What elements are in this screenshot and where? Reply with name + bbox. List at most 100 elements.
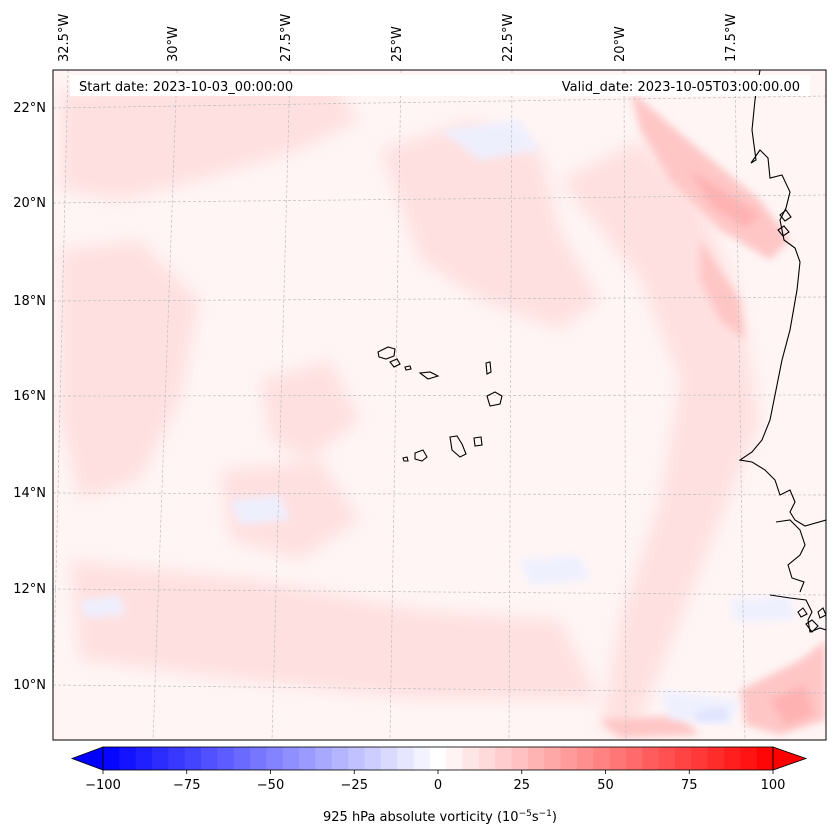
- colorbar-cell: [609, 747, 627, 770]
- cape-verde-sao-nicolau: [418, 371, 440, 380]
- colorbar-cell: [642, 747, 660, 770]
- start-date-label: Start date: 2023-10-03_00:00:00: [79, 80, 293, 95]
- parallel-line: [53, 296, 826, 302]
- colorbar-cell: [707, 747, 725, 770]
- lat-label: 10°N: [13, 678, 46, 693]
- valid-date-label: Valid_date: 2023-10-05T03:00:00.00: [562, 80, 800, 95]
- cape-verde-fogo: [414, 449, 428, 462]
- colorbar-cell: [691, 747, 709, 770]
- colorbar-cells: [70, 746, 808, 771]
- colorbar-cell: [397, 747, 415, 770]
- colorbar-cell: [527, 747, 545, 770]
- colorbar-cell: [299, 747, 317, 770]
- colorbar-cell: [217, 747, 235, 770]
- meridian-line: [271, 70, 291, 740]
- cape-verde-sal: [485, 361, 492, 375]
- colorbar-cell: [413, 747, 431, 770]
- lat-label: 16°N: [13, 389, 46, 404]
- lon-label: 32.5°W: [57, 14, 72, 62]
- coastline: [377, 70, 826, 633]
- colorbar-cell: [723, 747, 741, 770]
- cape-verde-santa-luzia: [404, 365, 412, 371]
- colorbar-cell: [315, 747, 333, 770]
- lat-label: 22°N: [13, 101, 46, 116]
- colorbar-cell: [560, 747, 578, 770]
- colorbar-cell: [462, 747, 480, 770]
- meridian-line: [389, 70, 402, 740]
- lat-label: 18°N: [13, 294, 46, 309]
- colorbar-tick-label: 25: [513, 778, 530, 793]
- colorbar: −100 −75 −50 −25 0 25 50 75 100 925 hPa absolute…: [70, 746, 808, 825]
- colorbar-extend-min: [70, 746, 104, 771]
- colorbar-label-exp1: −5: [519, 809, 532, 819]
- colorbar-cell: [168, 747, 186, 770]
- longitude-labels: 32.5°W 30°W 27.5°W 25°W 22.5°W 20°W 17.5…: [57, 14, 739, 62]
- colorbar-tick-label: 0: [434, 778, 442, 793]
- colorbar-cell: [331, 747, 349, 770]
- colorbar-label-exp2: −1: [539, 809, 552, 819]
- colorbar-tick-label: −100: [85, 778, 121, 793]
- bijagos-islands: [797, 607, 826, 633]
- lon-label: 30°W: [166, 26, 181, 62]
- colorbar-cell: [348, 747, 366, 770]
- colorbar-cell: [103, 747, 120, 770]
- meridian-line: [734, 70, 746, 740]
- map-panel: Start date: 2023-10-03_00:00:00 Valid_da…: [13, 14, 827, 741]
- colorbar-cell: [233, 747, 251, 770]
- cape-verde-santo-antao: [377, 346, 396, 360]
- meridian-line: [53, 70, 69, 713]
- colorbar-label-suffix: ): [552, 810, 557, 825]
- colorbar-cell: [495, 747, 513, 770]
- lon-label: 22.5°W: [501, 14, 516, 62]
- colorbar-ticks: −100 −75 −50 −25 0 25 50 75 100: [85, 770, 785, 793]
- colorbar-tick-label: 100: [761, 778, 786, 793]
- colorbar-tick-label: 50: [597, 778, 614, 793]
- parallel-line: [53, 194, 826, 204]
- meridian-line: [152, 70, 178, 740]
- colorbar-cell: [756, 747, 774, 770]
- colorbar-cell: [593, 747, 611, 770]
- lon-label: 27.5°W: [279, 14, 294, 62]
- meridian-line: [623, 70, 627, 740]
- colorbar-tick-label: 75: [681, 778, 698, 793]
- colorbar-extend-max: [772, 746, 808, 771]
- meridian-line: [508, 70, 513, 740]
- lon-label: 20°W: [613, 26, 628, 62]
- colorbar-cell: [380, 747, 398, 770]
- colorbar-cell: [282, 747, 300, 770]
- colorbar-cell: [446, 747, 464, 770]
- colorbar-cell: [135, 747, 153, 770]
- lat-label: 14°N: [13, 486, 46, 501]
- colorbar-cell: [201, 747, 218, 770]
- lat-label: 20°N: [13, 196, 46, 211]
- colorbar-cell: [250, 747, 268, 770]
- parallel-line: [53, 492, 826, 496]
- gambia-coastline: [775, 519, 806, 593]
- colorbar-cell: [544, 747, 562, 770]
- colorbar-cell: [429, 747, 447, 770]
- colorbar-cell: [740, 747, 758, 770]
- colorbar-cell: [119, 747, 137, 770]
- colorbar-tick-label: −50: [257, 778, 284, 793]
- colorbar-cell: [674, 747, 692, 770]
- cape-verde-maio: [473, 436, 483, 447]
- guinea-bissau-coastline: [769, 594, 826, 633]
- lon-label: 17.5°W: [724, 14, 739, 62]
- colorbar-tick-label: −25: [341, 778, 368, 793]
- lat-label: 12°N: [13, 582, 46, 597]
- colorbar-label-prefix: 925 hPa absolute vorticity (10: [323, 810, 519, 825]
- map-frame: [52, 69, 827, 741]
- cape-verde-sao-vicente: [389, 358, 401, 368]
- africa-coastline: [738, 70, 826, 527]
- lon-label: 25°W: [390, 26, 405, 62]
- bay-islands: [777, 209, 792, 237]
- cape-verde-santiago: [449, 435, 467, 458]
- vorticity-field: [60, 80, 826, 738]
- parallel-line: [53, 394, 826, 397]
- colorbar-label-mid: s: [532, 810, 539, 825]
- colorbar-cell: [266, 747, 284, 770]
- parallel-line: [53, 684, 826, 694]
- latitude-labels: 22°N 20°N 18°N 16°N 14°N 12°N 10°N: [13, 101, 46, 693]
- colorbar-cell: [576, 747, 594, 770]
